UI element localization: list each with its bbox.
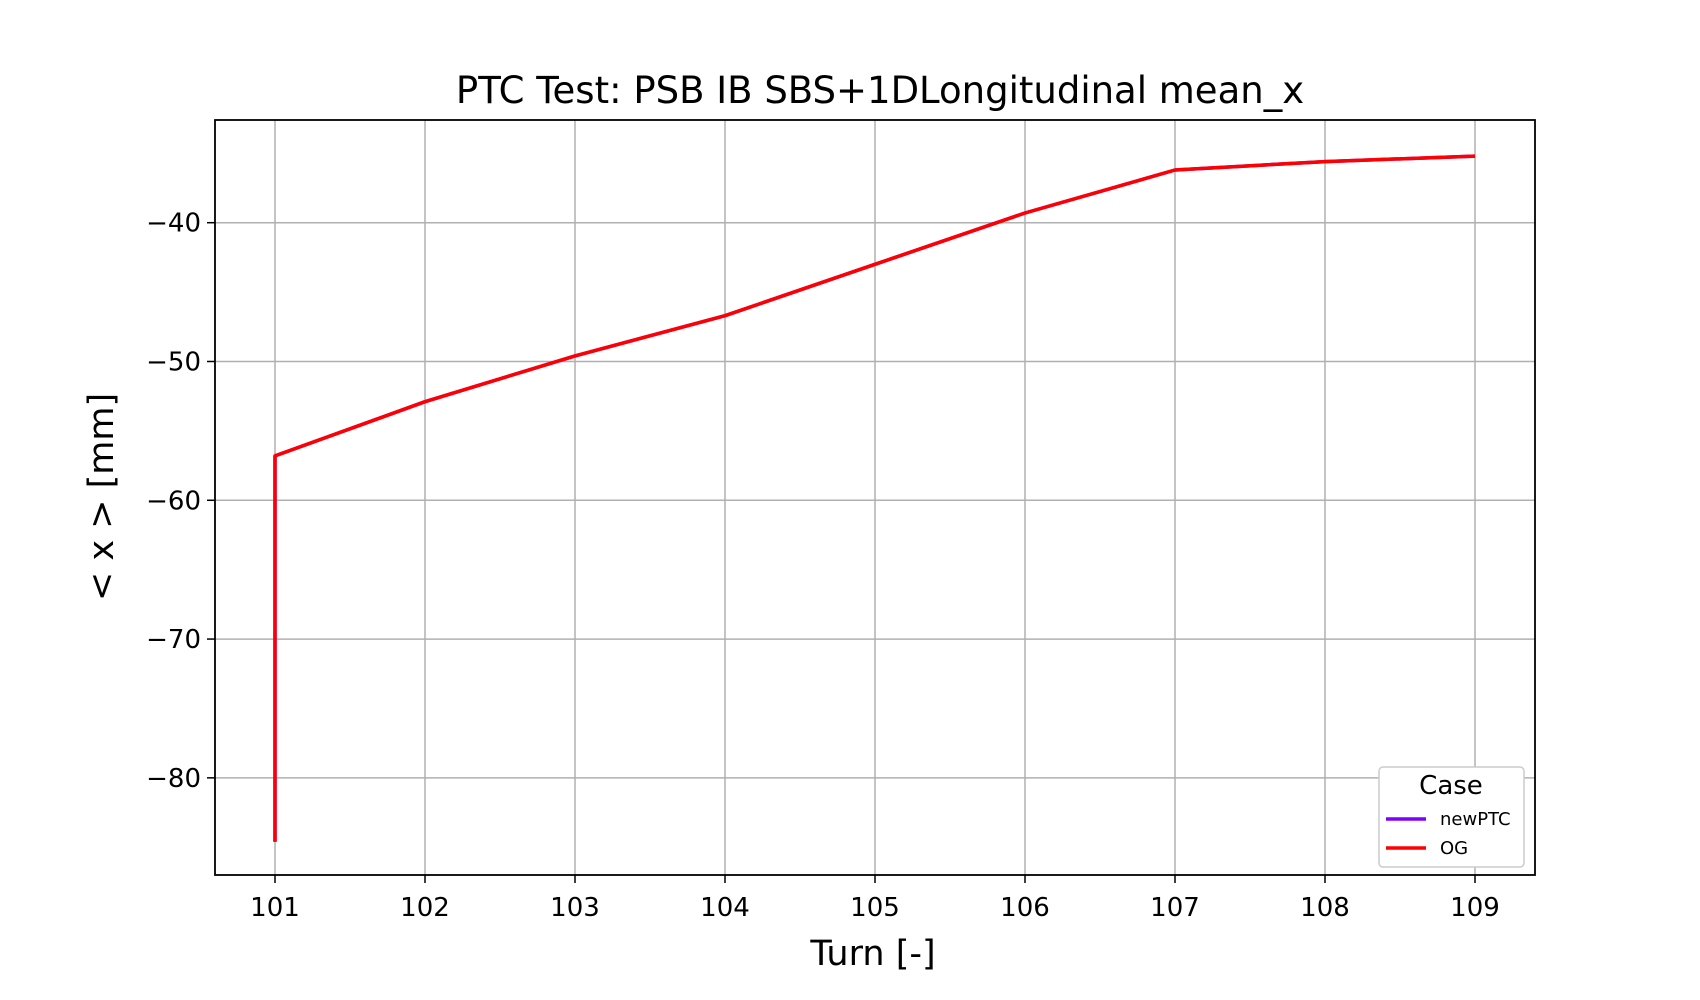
x-tick-label: 101 xyxy=(250,893,300,923)
y-tick-label: −70 xyxy=(146,625,201,655)
legend: Case newPTC OG xyxy=(1378,766,1525,868)
grid xyxy=(215,120,1535,875)
x-tick-label: 107 xyxy=(1150,893,1200,923)
x-tick-label: 109 xyxy=(1450,893,1500,923)
legend-box xyxy=(1378,766,1525,868)
legend-label-og: OG xyxy=(1440,838,1468,859)
axis-ticks: 101 102 103 104 105 106 107 108 109 −80 −70 −60 −50 −… xyxy=(146,209,1500,923)
series-line-og xyxy=(273,154,1476,842)
x-tick-label: 106 xyxy=(1000,893,1050,923)
y-tick-label: −40 xyxy=(146,209,201,239)
legend-title: Case xyxy=(1419,771,1483,801)
x-tick-label: 103 xyxy=(550,893,600,923)
legend-label-newptc: newPTC xyxy=(1440,809,1511,830)
y-tick-label: −60 xyxy=(146,486,201,516)
y-tick-label: −50 xyxy=(146,347,201,377)
x-tick-label: 105 xyxy=(850,893,900,923)
x-axis-label: Turn [-] xyxy=(809,934,935,974)
x-tick-label: 108 xyxy=(1300,893,1350,923)
y-tick-label: −80 xyxy=(146,764,201,794)
x-tick-label: 104 xyxy=(700,893,750,923)
series-lines xyxy=(273,154,1476,842)
y-axis-label: < x > [mm] xyxy=(82,393,122,601)
chart-title: PTC Test: PSB IB SBS+1DLongitudinal mean… xyxy=(456,69,1304,112)
x-tick-label: 102 xyxy=(400,893,450,923)
